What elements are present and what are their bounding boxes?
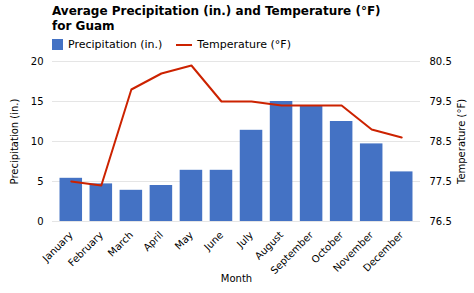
svg-text:October: October — [309, 229, 346, 266]
svg-text:August: August — [252, 229, 286, 262]
svg-text:September: September — [268, 229, 315, 276]
svg-text:10: 10 — [31, 136, 44, 147]
svg-text:December: December — [361, 229, 406, 274]
html-text:Average Precipitation (in.) an: Average Precipitation (in.) and Temperat… — [52, 4, 381, 18]
svg-text:Precipitation (in.): Precipitation (in.) — [9, 99, 20, 185]
svg-text:January: January — [40, 229, 75, 264]
html-text:Temperature (°F): Temperature (°F) — [197, 38, 291, 51]
svg-text:79.5: 79.5 — [430, 96, 452, 107]
svg-text:80.5: 80.5 — [430, 56, 452, 67]
svg-text:February: February — [66, 229, 105, 268]
svg-text:77.5: 77.5 — [430, 176, 452, 187]
svg-text:76.5: 76.5 — [430, 216, 452, 227]
svg-text:March: March — [106, 229, 135, 258]
svg-text:May: May — [173, 229, 195, 251]
svg-text:June: June — [201, 229, 225, 253]
html-text:for Guam: for Guam — [52, 19, 115, 33]
svg-text:0: 0 — [37, 216, 43, 227]
svg-text:April: April — [141, 229, 165, 253]
svg-text:November: November — [330, 229, 376, 274]
html-text:Precipitation (in.): Precipitation (in.) — [68, 38, 163, 51]
svg-text:20: 20 — [31, 56, 44, 67]
svg-text:5: 5 — [37, 176, 43, 187]
svg-text:78.5: 78.5 — [430, 136, 452, 147]
svg-text:Month: Month — [221, 273, 252, 284]
svg-text:Temperature (°F): Temperature (°F) — [456, 99, 467, 185]
svg-text:July: July — [234, 229, 255, 250]
svg-text:15: 15 — [31, 96, 44, 107]
